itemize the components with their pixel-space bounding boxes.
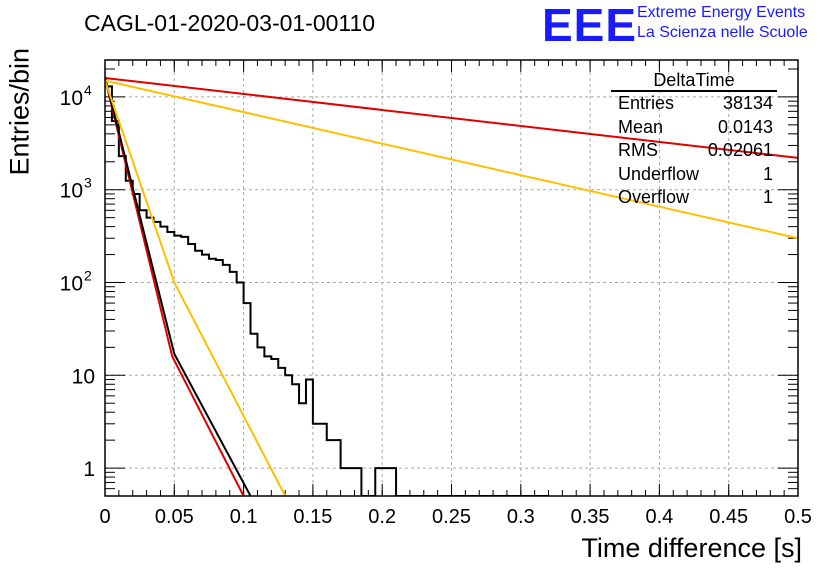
x-tick-label: 0.35 <box>571 506 610 528</box>
x-tick-label: 0.25 <box>432 506 471 528</box>
stats-value: 0.02061 <box>707 140 773 160</box>
x-tick-label: 0.3 <box>507 506 535 528</box>
fit-line <box>105 79 798 240</box>
stats-row-mean: Mean 0.0143 <box>611 116 777 140</box>
eee-logo-line2: La Scienza nelle Scuole <box>637 24 808 41</box>
y-tick-label: 10 <box>60 180 83 203</box>
histogram-outline <box>105 85 549 496</box>
stats-box: DeltaTime Entries 38134 Mean 0.0143 RMS … <box>611 70 777 210</box>
fit-line <box>105 78 245 496</box>
x-tick-label: 0.05 <box>155 506 194 528</box>
x-tick-label: 0.4 <box>645 506 673 528</box>
x-tick-label: 0.45 <box>709 506 748 528</box>
x-tick-label: 0 <box>99 506 110 528</box>
x-tick-label: 0.1 <box>230 506 258 528</box>
stats-label: Entries <box>618 93 675 113</box>
y-tick-label: 1 <box>83 458 95 481</box>
stats-title: DeltaTime <box>611 70 777 92</box>
y-tick-label: 10 <box>60 272 83 295</box>
y-tick-label: 10 <box>72 365 95 388</box>
stats-row-rms: RMS 0.02061 <box>611 139 777 163</box>
stats-value: 0.0143 <box>717 116 773 137</box>
y-tick-exponent: 3 <box>84 175 92 191</box>
y-tick-label: 10 <box>60 87 83 110</box>
stats-label: RMS <box>618 140 658 160</box>
stats-value: 38134 <box>722 93 773 113</box>
stats-row-overflow: Overflow 1 <box>611 186 777 210</box>
x-tick-label: 0.2 <box>368 506 396 528</box>
eee-logo-line1: Extreme Energy Events <box>637 4 806 21</box>
eee-logo: EEE <box>542 0 638 51</box>
plot-frame <box>104 59 799 497</box>
fit-line <box>105 80 287 496</box>
x-tick-label: 0.15 <box>293 506 332 528</box>
y-tick-exponent: 4 <box>84 82 92 98</box>
y-axis-title: Entries/bin <box>4 47 35 176</box>
stats-label: Overflow <box>618 187 690 207</box>
fit-line <box>105 76 252 496</box>
stats-label: Mean <box>618 116 664 137</box>
stats-value: 1 <box>762 163 773 184</box>
stats-value: 1 <box>762 187 773 207</box>
x-tick-label: 0.5 <box>784 506 812 528</box>
stats-label: Underflow <box>618 163 700 184</box>
fit-line <box>105 76 798 159</box>
x-axis-title: Time difference [s] <box>581 533 802 563</box>
stats-row-entries: Entries 38134 <box>611 92 777 116</box>
stats-row-underflow: Underflow 1 <box>611 163 777 187</box>
run-title: CAGL-01-2020-03-01-00110 <box>84 10 376 36</box>
y-tick-exponent: 2 <box>84 267 92 283</box>
